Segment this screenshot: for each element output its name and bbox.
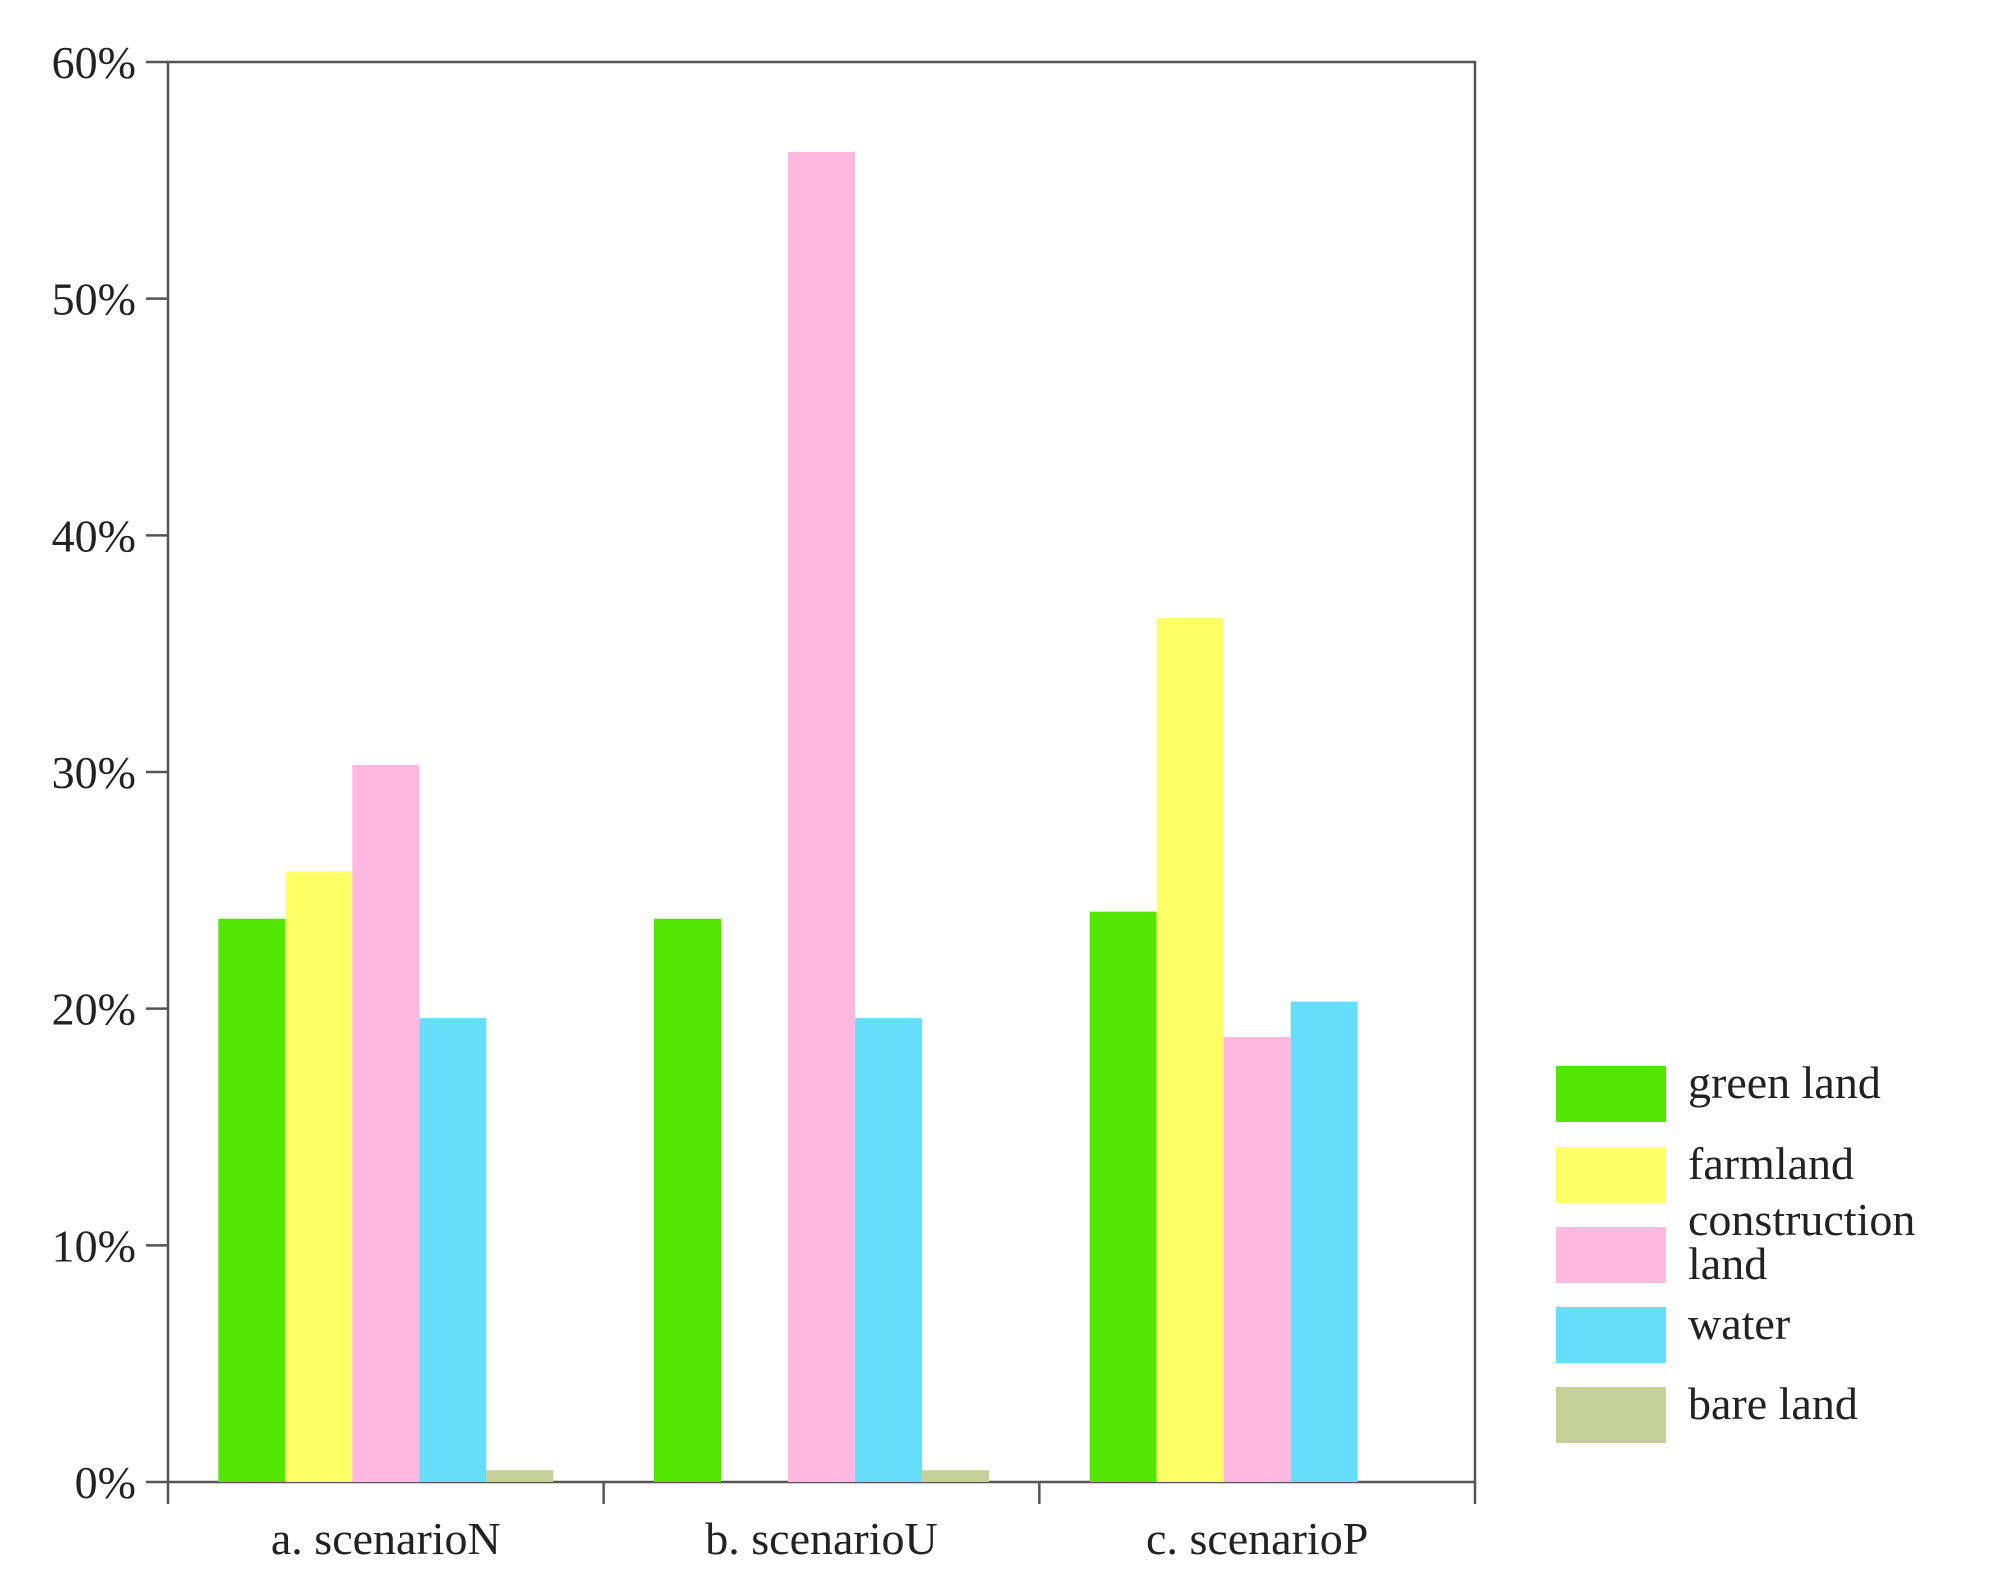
bar: [855, 1018, 922, 1482]
legend-label: green land: [1688, 1057, 1881, 1108]
x-category-label: a. scenarioN: [271, 1513, 501, 1564]
bar: [1089, 911, 1157, 1482]
bars: [218, 151, 1358, 1482]
legend-swatch: [1556, 1066, 1666, 1122]
y-tick-label: 10%: [52, 1220, 136, 1271]
legend-swatch: [1556, 1147, 1666, 1203]
bar: [419, 1018, 487, 1482]
bar: [352, 764, 420, 1482]
bar: [922, 1470, 989, 1482]
legend-swatch: [1556, 1387, 1666, 1443]
bar: [1223, 1037, 1291, 1482]
bar: [486, 1470, 554, 1482]
legend-label: construction land: [1688, 1194, 1915, 1289]
y-tick-label: 30%: [52, 747, 136, 798]
legend-label-line: land: [1688, 1238, 1767, 1289]
x-axis: a. scenarioN b. scenarioU c. scenarioP: [166, 1482, 1477, 1564]
bar: [1290, 1001, 1358, 1482]
legend-swatch: [1556, 1227, 1666, 1283]
y-axis: 0% 10% 20% 30% 40% 50% 60%: [52, 37, 168, 1508]
bar: [1156, 618, 1224, 1482]
y-tick-label: 40%: [52, 510, 136, 561]
bar: [788, 151, 855, 1482]
y-tick-label: 0%: [75, 1457, 136, 1508]
bar: [654, 918, 721, 1482]
x-category-label: b. scenarioU: [705, 1513, 937, 1564]
y-tick-label: 20%: [52, 984, 136, 1035]
legend-swatch: [1556, 1307, 1666, 1363]
legend-label: water: [1688, 1298, 1790, 1349]
x-category-label: c. scenarioP: [1146, 1513, 1368, 1564]
y-tick-label: 50%: [52, 274, 136, 325]
bar: [285, 871, 353, 1482]
legend-label: bare land: [1688, 1378, 1858, 1429]
bar: [218, 918, 286, 1482]
y-tick-label: 60%: [52, 37, 136, 88]
legend-label-line: construction: [1688, 1194, 1915, 1245]
legend-label: farmland: [1688, 1138, 1854, 1189]
